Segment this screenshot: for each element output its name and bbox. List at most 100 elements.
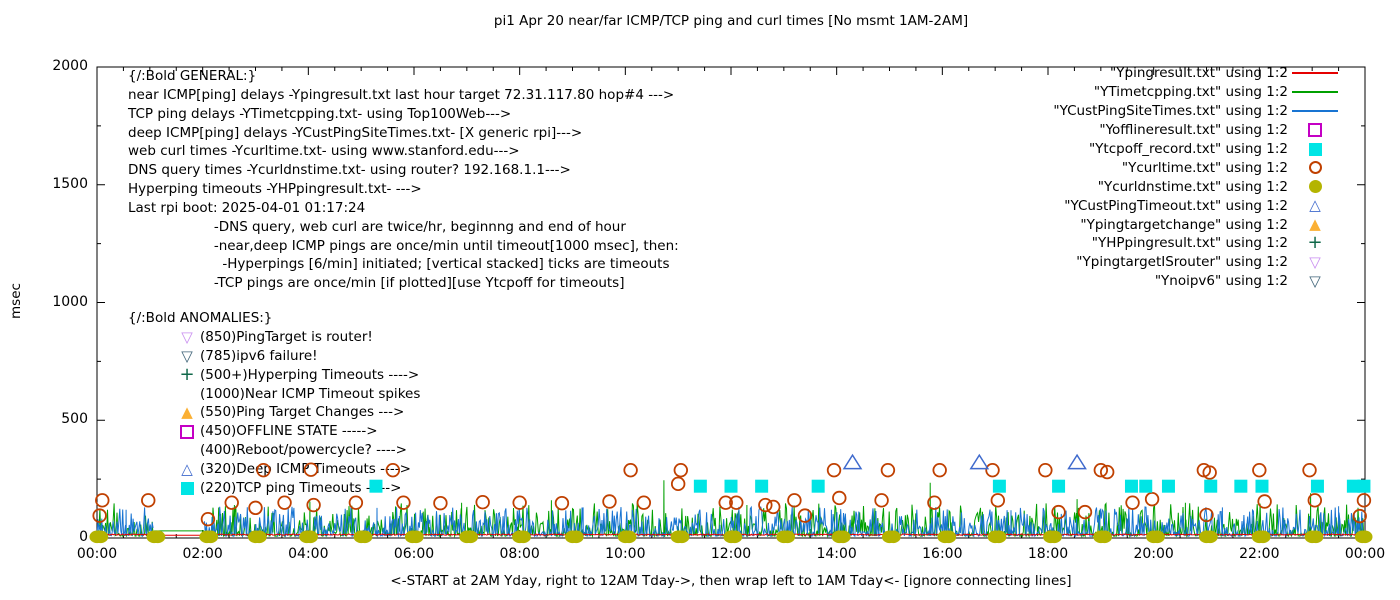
legend-label: "Ycurldnstime.txt" using 1:2 (1097, 178, 1288, 195)
anomaly-line: ▽ (785)ipv6 failure! (174, 347, 420, 366)
legend-label: "YCustPingTimeout.txt" using 1:2 (1064, 197, 1288, 214)
general-annotation-block: {/:Bold GENERAL:} near ICMP[ping] delays … (128, 67, 679, 293)
curl-point (385, 462, 401, 478)
anomaly-line: (400)Reboot/powercycle? ----> (174, 441, 420, 460)
triangle-up-open-icon: △ (181, 460, 193, 479)
curl-point (1356, 493, 1372, 508)
dns-point (357, 530, 373, 544)
triangle-up-filled-icon: ▲ (1309, 215, 1321, 234)
legend-entry: "Ycurltime.txt" using 1:2 (1053, 158, 1342, 177)
x-tick-label: 00:00 (1344, 546, 1386, 562)
anomaly-text: (450)OFFLINE STATE -----> (200, 423, 378, 440)
line-icon (1292, 72, 1338, 75)
anomaly-text: (400)Reboot/powercycle? ----> (200, 442, 407, 459)
y-axis-label: msec (8, 283, 24, 319)
legend-label: "Yofflineresult.txt" using 1:2 (1099, 122, 1288, 139)
anomaly-marker: △ (174, 462, 200, 477)
curl-point (224, 495, 239, 510)
legend-sample (1288, 72, 1342, 75)
deep-timeout-point (842, 453, 863, 470)
anomaly-marker (174, 481, 200, 495)
general-line: -near,deep ICMP pings are once/min until… (128, 237, 679, 254)
tcp-timeout-point (369, 479, 383, 493)
dns-point (463, 530, 479, 544)
dns-point (1046, 530, 1062, 544)
general-line: {/:Bold GENERAL:} (128, 68, 257, 84)
general-line: Hyperping timeouts -YHPpingresult.txt- -… (128, 181, 422, 198)
anomaly-text: (850)PingTarget is router! (200, 328, 373, 345)
legend-entry: "Ycurldnstime.txt" using 1:2 (1053, 177, 1342, 196)
tcp-timeout-point (1139, 479, 1153, 493)
curl-point (880, 462, 896, 478)
legend-entry: "YCustPingTimeout.txt" using 1:2 △ (1053, 196, 1342, 215)
curl-point (990, 493, 1006, 508)
x-tick-label: 18:00 (1027, 546, 1069, 562)
curl-point (256, 462, 271, 478)
curl-point (670, 476, 686, 492)
anomaly-line: + (500+)Hyperping Timeouts ----> (174, 366, 420, 385)
legend: "Ypingresult.txt" using 1:2 "YTimetcpping… (1053, 64, 1342, 291)
curl-point (248, 500, 263, 516)
curl-point (985, 462, 1000, 478)
curl-point (1307, 493, 1323, 508)
dns-point (93, 530, 109, 544)
dns-point (150, 530, 166, 544)
plus-icon: + (1307, 232, 1323, 254)
legend-label: "YpingtargetISrouter" using 1:2 (1076, 254, 1288, 271)
legend-label: "YCustPingSiteTimes.txt" using 1:2 (1053, 103, 1288, 120)
dns-point (1149, 530, 1165, 544)
legend-label: "Ypingresult.txt" using 1:2 (1110, 65, 1288, 82)
anomaly-text: (500+)Hyperping Timeouts ----> (200, 366, 420, 383)
curl-point (932, 462, 947, 478)
x-tick-label: 16:00 (922, 546, 963, 562)
x-tick-label: 06:00 (393, 546, 435, 562)
x-tick-label: 22:00 (1239, 546, 1280, 562)
anomaly-line: ▲ (550)Ping Target Changes ---> (174, 403, 420, 422)
y-tick-label: 0 (79, 529, 88, 545)
anomaly-line: (1000)Near ICMP Timeout spikes (174, 385, 420, 404)
curl-point (602, 494, 617, 509)
legend-label: "Ytcpoff_record.txt" using 1:2 (1088, 141, 1288, 157)
x-tick-label: 08:00 (499, 546, 540, 562)
general-line: -TCP pings are once/min [if plotted][use… (128, 275, 625, 292)
legend-entry: "Ynoipv6" using 1:2 ▽ (1053, 272, 1342, 291)
curl-point (826, 462, 842, 478)
anomaly-text: {/:Bold ANOMALIES:} (128, 310, 273, 326)
legend-sample: ▲ (1288, 217, 1342, 232)
deep-icmp-series (204, 505, 1366, 539)
legend-label: "YHPpingresult.txt" using 1:2 (1091, 235, 1288, 252)
curl-point (306, 497, 321, 513)
dns-point (1308, 530, 1324, 544)
dns-point (780, 530, 796, 544)
anomaly-marker: + (174, 366, 200, 384)
legend-entry: "Yofflineresult.txt" using 1:2 (1053, 121, 1342, 140)
x-tick-label: 12:00 (710, 546, 752, 562)
curl-point (623, 462, 638, 478)
curl-point (797, 508, 813, 523)
tcp-timeout-point (1357, 479, 1371, 493)
dns-point (203, 530, 219, 544)
curl-point (92, 508, 107, 523)
curl-point (787, 493, 802, 508)
curl-point (874, 493, 889, 508)
curl-point (1051, 504, 1066, 520)
curl-point (718, 495, 733, 510)
tcp-timeout-point (1161, 479, 1175, 493)
tcp-timeout-point (1346, 479, 1360, 493)
curl-point (1093, 462, 1109, 478)
square-open-icon (1308, 123, 1322, 138)
curl-point (927, 495, 942, 510)
curl-point (277, 495, 292, 510)
anomaly-line: (220)TCP ping Timeouts -----> (174, 479, 420, 498)
y-tick-label: 1000 (52, 293, 88, 310)
curl-point (832, 490, 847, 506)
dns-point (621, 530, 637, 544)
x-tick-label: 10:00 (605, 546, 646, 562)
tcp-timeout-point (1255, 479, 1269, 493)
deep-timeout-point (969, 453, 990, 470)
circle-filled-icon (1308, 180, 1322, 194)
curl-point (1252, 462, 1267, 478)
dns-point (727, 530, 743, 544)
legend-sample (1288, 161, 1342, 175)
